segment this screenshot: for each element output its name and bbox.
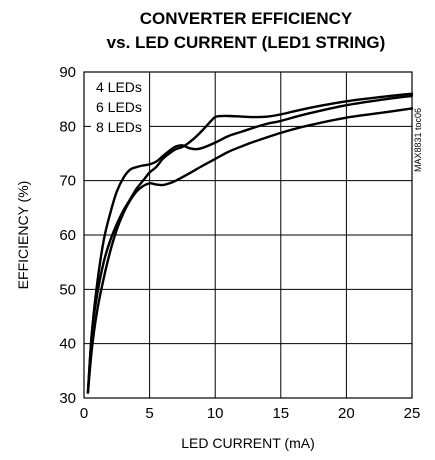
x-tick-label: 25 xyxy=(404,405,421,422)
legend-label-4-leds: 4 LEDs xyxy=(96,79,142,95)
x-tick-label: 10 xyxy=(207,405,224,422)
series-line-4-leds xyxy=(86,94,414,394)
part-number-label: MAX8831 toc06 xyxy=(413,108,423,172)
y-tick-label: 40 xyxy=(59,336,76,353)
plot-frame xyxy=(83,71,413,399)
legend-label-6-leds: 6 LEDs xyxy=(96,99,142,115)
y-axis-title: EFFICIENCY (%) xyxy=(15,181,31,290)
curve-layer xyxy=(86,92,414,394)
tick-labels: 0 5 10 15 20 25 30 40 50 60 70 80 90 xyxy=(59,64,420,422)
series-line-6-leds xyxy=(86,92,414,394)
x-tick-label: 20 xyxy=(338,405,355,422)
grid-layer xyxy=(84,72,412,398)
y-tick-label: 70 xyxy=(59,173,76,190)
y-tick-label: 60 xyxy=(59,227,76,244)
x-tick-label: 15 xyxy=(272,405,289,422)
y-tick-label: 90 xyxy=(59,64,76,81)
legend-box xyxy=(91,78,149,140)
x-tick-label: 0 xyxy=(80,405,88,422)
series-line-8-leds xyxy=(86,107,414,394)
y-tick-label: 50 xyxy=(59,281,76,298)
y-tick-label: 30 xyxy=(59,390,76,407)
y-tick-label: 80 xyxy=(59,118,76,135)
chart-subtitle: vs. LED CURRENT (LED1 STRING) xyxy=(107,33,386,52)
x-tick-label: 5 xyxy=(145,405,153,422)
legend-label-8-leds: 8 LEDs xyxy=(96,119,142,135)
x-axis-title: LED CURRENT (mA) xyxy=(181,435,315,451)
chart-title: CONVERTER EFFICIENCY xyxy=(140,9,353,28)
